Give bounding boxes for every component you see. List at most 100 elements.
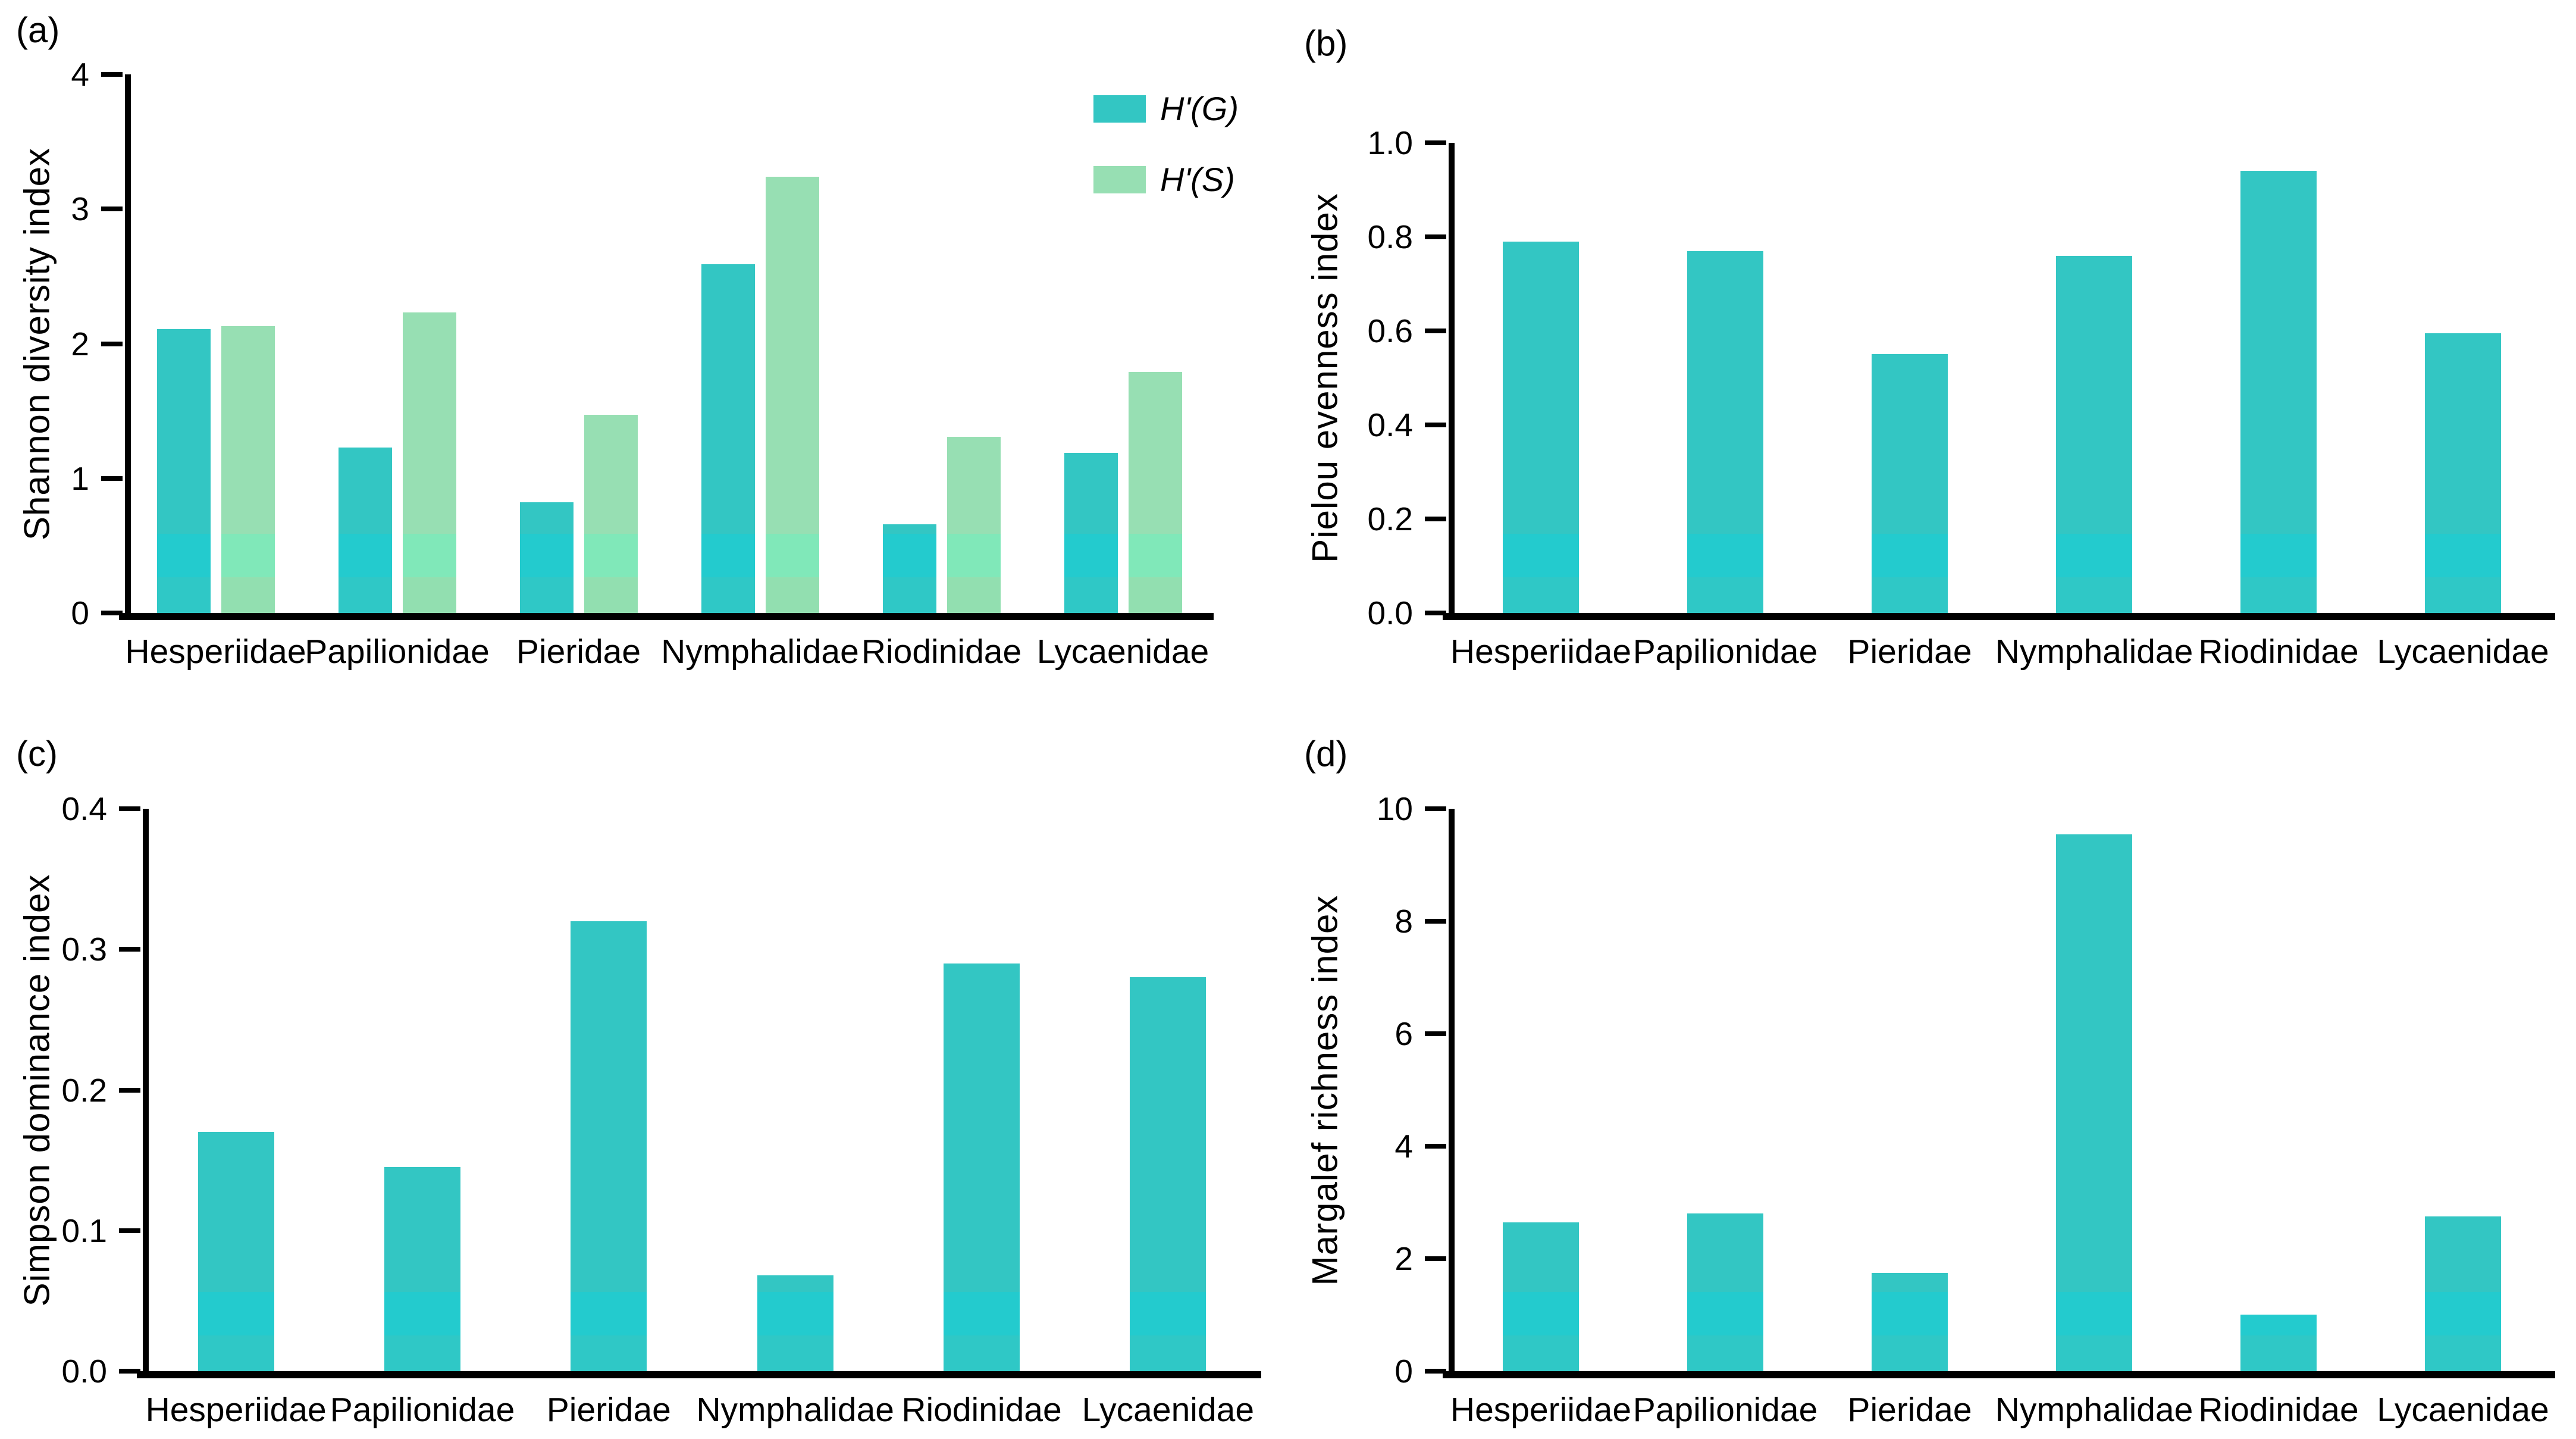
bar-shade-band bbox=[1130, 1335, 1206, 1371]
y-tick bbox=[1425, 806, 1446, 811]
bar-shade-band bbox=[402, 534, 456, 577]
y-tick-label: 8 bbox=[1394, 903, 1413, 940]
bar-shade-band bbox=[1872, 534, 1948, 577]
y-tick bbox=[1425, 1144, 1446, 1149]
bar-shade-band bbox=[2056, 534, 2132, 577]
panel-letter-a: (a) bbox=[16, 10, 60, 50]
bar-shade-band bbox=[1064, 534, 1118, 577]
x-category-label: Pieridae bbox=[516, 633, 641, 671]
bar-d-riodinidae bbox=[2240, 1315, 2317, 1371]
x-category-label: Hesperiidae bbox=[1450, 1391, 1632, 1429]
bar-c-papilionidae bbox=[384, 1167, 460, 1371]
x-category-label: Papilionidae bbox=[305, 633, 490, 671]
bar-b-nymphalidae bbox=[2056, 256, 2132, 613]
x-category-label: Riodinidae bbox=[2198, 1391, 2359, 1429]
y-tick-label: 1 bbox=[71, 459, 89, 497]
bar-a-riodinidae-s0 bbox=[882, 524, 936, 613]
bar-b-riodinidae bbox=[2240, 171, 2317, 613]
panel-c: (c) Simpson dominance index 0.0 0.1 0.2 0.3… bbox=[0, 711, 1288, 1428]
bar-shade-band bbox=[2240, 1335, 2317, 1371]
bar-shade-band bbox=[571, 1335, 647, 1371]
legend: H'(G) H'(S) bbox=[1093, 89, 1239, 231]
bar-shade-band bbox=[1687, 1335, 1763, 1371]
y-tick bbox=[101, 611, 123, 615]
x-axis-line bbox=[1443, 613, 2555, 620]
bar-shade-band bbox=[1687, 534, 1763, 577]
bar-shade-band bbox=[519, 534, 574, 577]
bar-shade-band bbox=[947, 534, 1001, 577]
bar-shade-band bbox=[2056, 1335, 2132, 1371]
bar-shade-band bbox=[2240, 577, 2317, 613]
bar-d-nymphalidae bbox=[2056, 834, 2132, 1371]
bar-shade-band bbox=[156, 534, 211, 577]
bar-shade-band bbox=[571, 1292, 647, 1335]
y-axis-title-d: Margalef richness index bbox=[1305, 894, 1345, 1285]
plot-area-d: 0 2 4 6 8 10 bbox=[1377, 790, 2555, 1390]
bar-shade-band bbox=[765, 577, 819, 613]
bar-d-lycaenidae bbox=[2425, 1216, 2501, 1371]
bar-d-papilionidae bbox=[1687, 1213, 1763, 1371]
y-tick bbox=[1425, 1256, 1446, 1261]
y-tick bbox=[119, 1087, 140, 1093]
y-tick bbox=[1425, 329, 1446, 333]
bar-shade-band bbox=[198, 1292, 274, 1335]
bar-shade-band bbox=[2056, 1292, 2132, 1335]
bar-shade-band bbox=[221, 534, 275, 577]
bar-shade-band bbox=[1503, 534, 1579, 577]
panel-d: (d) Margalef richness index 0 2 4 6 8 10 Hesp… bbox=[1288, 711, 2576, 1428]
x-category-label: Papilionidae bbox=[1632, 633, 1818, 671]
y-tick-label: 0.4 bbox=[1367, 406, 1413, 443]
bar-b-pieridae bbox=[1872, 354, 1948, 613]
y-axis-line bbox=[143, 809, 149, 1371]
y-tick bbox=[1425, 517, 1446, 521]
y-tick bbox=[1425, 1369, 1446, 1374]
y-tick-label: 0.1 bbox=[61, 1212, 107, 1249]
legend-swatch-hg bbox=[1093, 95, 1146, 123]
bar-shade-band bbox=[701, 577, 755, 613]
x-axis-line bbox=[137, 1371, 1261, 1378]
y-tick-label: 2 bbox=[1394, 1240, 1413, 1277]
x-category-label: Nymphalidae bbox=[696, 1391, 894, 1429]
bar-shade-band bbox=[1503, 1335, 1579, 1371]
panel-letter-c: (c) bbox=[16, 734, 58, 774]
bar-d-pieridae bbox=[1872, 1273, 1948, 1371]
plot-area-c: 0.0 0.1 0.2 0.3 0.4 bbox=[62, 790, 1261, 1390]
bar-shade-band bbox=[1872, 577, 1948, 613]
bar-shade-band bbox=[2240, 534, 2317, 577]
bar-c-hesperiidae bbox=[198, 1132, 274, 1371]
x-category-label: Riodinidae bbox=[861, 633, 1022, 671]
bar-a-nymphalidae-s1 bbox=[765, 177, 819, 613]
bar-shade-band bbox=[519, 577, 574, 613]
bar-a-lycaenidae-s0 bbox=[1064, 453, 1118, 613]
bar-shade-band bbox=[2425, 1292, 2501, 1335]
bar-b-lycaenidae bbox=[2425, 333, 2501, 613]
y-tick bbox=[101, 72, 123, 77]
y-tick bbox=[1425, 423, 1446, 427]
bar-shade-band bbox=[338, 577, 392, 613]
y-tick bbox=[119, 806, 140, 811]
y-tick-label: 6 bbox=[1394, 1015, 1413, 1052]
bar-shade-band bbox=[1128, 577, 1182, 613]
bar-shade-band bbox=[2056, 577, 2132, 613]
bar-shade-band bbox=[944, 1335, 1020, 1371]
y-tick-label: 0.3 bbox=[61, 931, 107, 968]
x-axis-line bbox=[1443, 1371, 2555, 1378]
bar-shade-band bbox=[2425, 1335, 2501, 1371]
y-tick-label: 0.8 bbox=[1367, 218, 1413, 255]
x-category-label: Riodinidae bbox=[901, 1391, 1062, 1429]
plot-area-b: 0.0 0.2 0.4 0.6 0.8 1.0 bbox=[1368, 124, 2555, 631]
x-category-label: Riodinidae bbox=[2198, 633, 2359, 671]
x-category-label: Papilionidae bbox=[1632, 1391, 1818, 1429]
bar-shade-band bbox=[757, 1335, 833, 1371]
panel-letter-b: (b) bbox=[1304, 23, 1348, 63]
y-tick bbox=[119, 947, 140, 952]
bar-c-pieridae bbox=[571, 921, 647, 1371]
bar-d-hesperiidae bbox=[1503, 1222, 1579, 1371]
bar-a-papilionidae-s1 bbox=[402, 312, 456, 613]
y-tick-label: 2 bbox=[71, 325, 89, 362]
y-tick bbox=[119, 1369, 140, 1374]
bar-shade-band bbox=[156, 577, 211, 613]
x-category-label: Lycaenidae bbox=[2377, 633, 2549, 671]
x-category-label: Nymphalidae bbox=[1995, 633, 2193, 671]
y-tick bbox=[101, 476, 123, 481]
